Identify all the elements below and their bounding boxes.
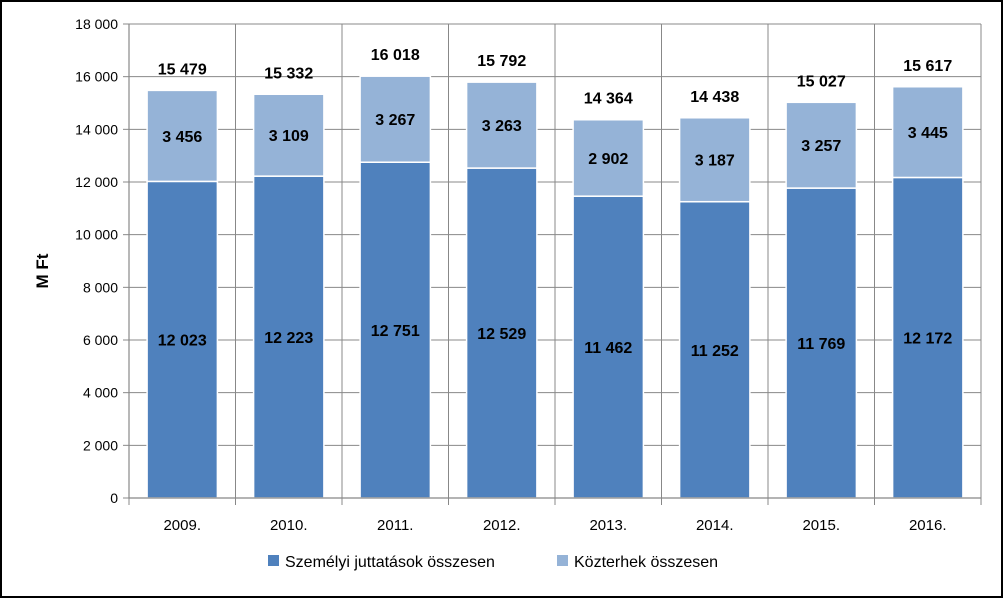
bar-segment-szemelyi xyxy=(678,200,751,499)
total-label: 15 617 xyxy=(903,58,952,75)
legend-label-szemelyi: Személyi juttatások összesen xyxy=(285,554,495,571)
data-label-szemelyi: 12 223 xyxy=(264,330,313,347)
bar-segment-kozterhek xyxy=(465,81,538,169)
y-tick-label: 10 000 xyxy=(75,227,118,243)
x-tick-label: 2010. xyxy=(270,517,308,534)
data-label-kozterhek: 3 109 xyxy=(269,128,309,145)
axes xyxy=(123,23,982,505)
data-label-szemelyi: 12 751 xyxy=(371,323,420,340)
data-label-kozterhek: 3 263 xyxy=(482,118,522,135)
data-label-szemelyi: 11 769 xyxy=(797,336,845,353)
total-label: 15 792 xyxy=(477,53,526,70)
legend-swatch-kozterhek xyxy=(557,555,568,566)
legend-label-kozterhek: Közterhek összesen xyxy=(574,554,718,571)
x-tick-label: 2012. xyxy=(483,517,521,534)
bar-segment-kozterhek xyxy=(891,86,964,179)
data-label-kozterhek: 3 267 xyxy=(375,112,415,129)
x-tick-label: 2009. xyxy=(163,517,201,534)
total-label: 15 332 xyxy=(264,65,313,82)
bar-segment-kozterhek xyxy=(572,118,645,197)
total-label: 14 438 xyxy=(690,89,739,106)
data-label-kozterhek: 3 445 xyxy=(908,125,948,142)
data-label-szemelyi: 11 462 xyxy=(584,340,632,357)
y-tick-label: 4 000 xyxy=(83,385,118,401)
x-tick-label: 2016. xyxy=(909,517,947,534)
y-tick-label: 16 000 xyxy=(75,69,118,85)
data-label-kozterhek: 3 456 xyxy=(162,129,202,146)
x-tick-label: 2014. xyxy=(696,517,734,534)
total-label: 14 364 xyxy=(584,91,633,108)
data-label-kozterhek: 2 902 xyxy=(588,151,628,168)
bar-segment-szemelyi xyxy=(891,176,964,499)
y-axis-title: M Ft xyxy=(33,253,52,288)
bar-segment-kozterhek xyxy=(678,117,751,203)
x-tick-label: 2013. xyxy=(589,517,627,534)
y-axis-ticks: 0 2 000 4 000 6 000 8 000 10 000 12 000 14 000 1… xyxy=(75,16,118,506)
data-label-kozterhek: 3 187 xyxy=(695,153,735,170)
y-tick-label: 8 000 xyxy=(83,279,118,295)
data-label-szemelyi: 11 252 xyxy=(691,343,739,360)
legend-swatch-szemelyi xyxy=(268,555,279,566)
y-tick-label: 12 000 xyxy=(75,174,118,190)
y-tick-label: 6 000 xyxy=(83,332,118,348)
bar-segment-kozterhek xyxy=(359,75,432,163)
total-label: 15 027 xyxy=(797,73,846,90)
bar-segment-szemelyi xyxy=(785,187,858,499)
y-tick-label: 18 000 xyxy=(75,16,118,32)
bar-segment-szemelyi xyxy=(572,195,645,499)
x-axis-labels: 2009. 2010. 2011. 2012. 2013. 2014. 2015. 2016. xyxy=(163,517,946,534)
bars: 12 023 3 456 15 479 12 223 3 109 15 332 12 751… xyxy=(146,47,964,499)
bar-segment-kozterhek xyxy=(146,89,219,183)
y-tick-label: 2 000 xyxy=(83,437,118,453)
bar-segment-kozterhek xyxy=(252,93,325,177)
x-tick-label: 2011. xyxy=(377,517,413,534)
y-tick-label: 0 xyxy=(110,490,118,506)
x-tick-label: 2015. xyxy=(802,517,840,534)
total-label: 16 018 xyxy=(371,47,420,64)
bar-segment-kozterhek xyxy=(785,101,858,189)
legend: Személyi juttatások összesen Közterhek ös… xyxy=(268,554,718,571)
data-label-szemelyi: 12 172 xyxy=(903,331,952,348)
total-label: 15 479 xyxy=(158,61,207,78)
y-tick-label: 14 000 xyxy=(75,121,118,137)
data-label-szemelyi: 12 023 xyxy=(158,333,207,350)
data-label-szemelyi: 12 529 xyxy=(477,326,526,343)
data-label-kozterhek: 3 257 xyxy=(801,138,841,155)
